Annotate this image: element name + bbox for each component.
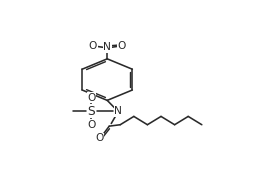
Text: O: O bbox=[95, 133, 104, 143]
Text: O: O bbox=[117, 41, 126, 51]
Text: N: N bbox=[114, 106, 122, 116]
Text: N: N bbox=[103, 42, 111, 52]
Text: S: S bbox=[87, 105, 95, 118]
Text: O: O bbox=[87, 92, 95, 102]
Text: O: O bbox=[89, 41, 97, 51]
Text: O: O bbox=[87, 120, 95, 130]
